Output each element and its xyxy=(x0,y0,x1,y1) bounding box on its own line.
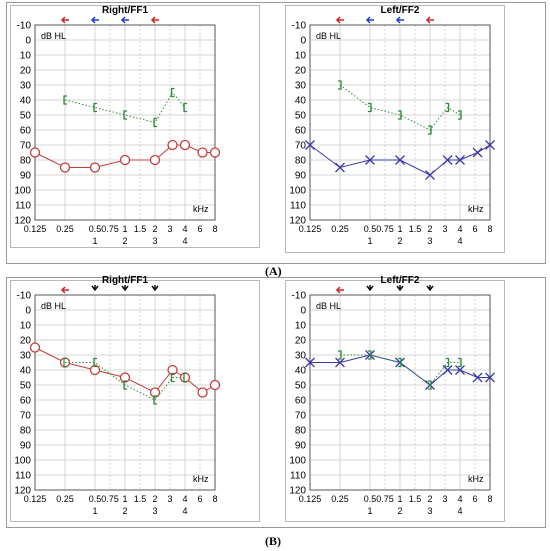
panel-a-right-frame xyxy=(10,5,260,248)
panel-b-left-frame xyxy=(285,280,505,522)
figure-label-b: (B) xyxy=(265,534,281,548)
figure-label-a: (A) xyxy=(265,264,282,278)
panel-b-right-frame xyxy=(10,280,260,522)
panel-a-left-frame xyxy=(285,5,505,253)
